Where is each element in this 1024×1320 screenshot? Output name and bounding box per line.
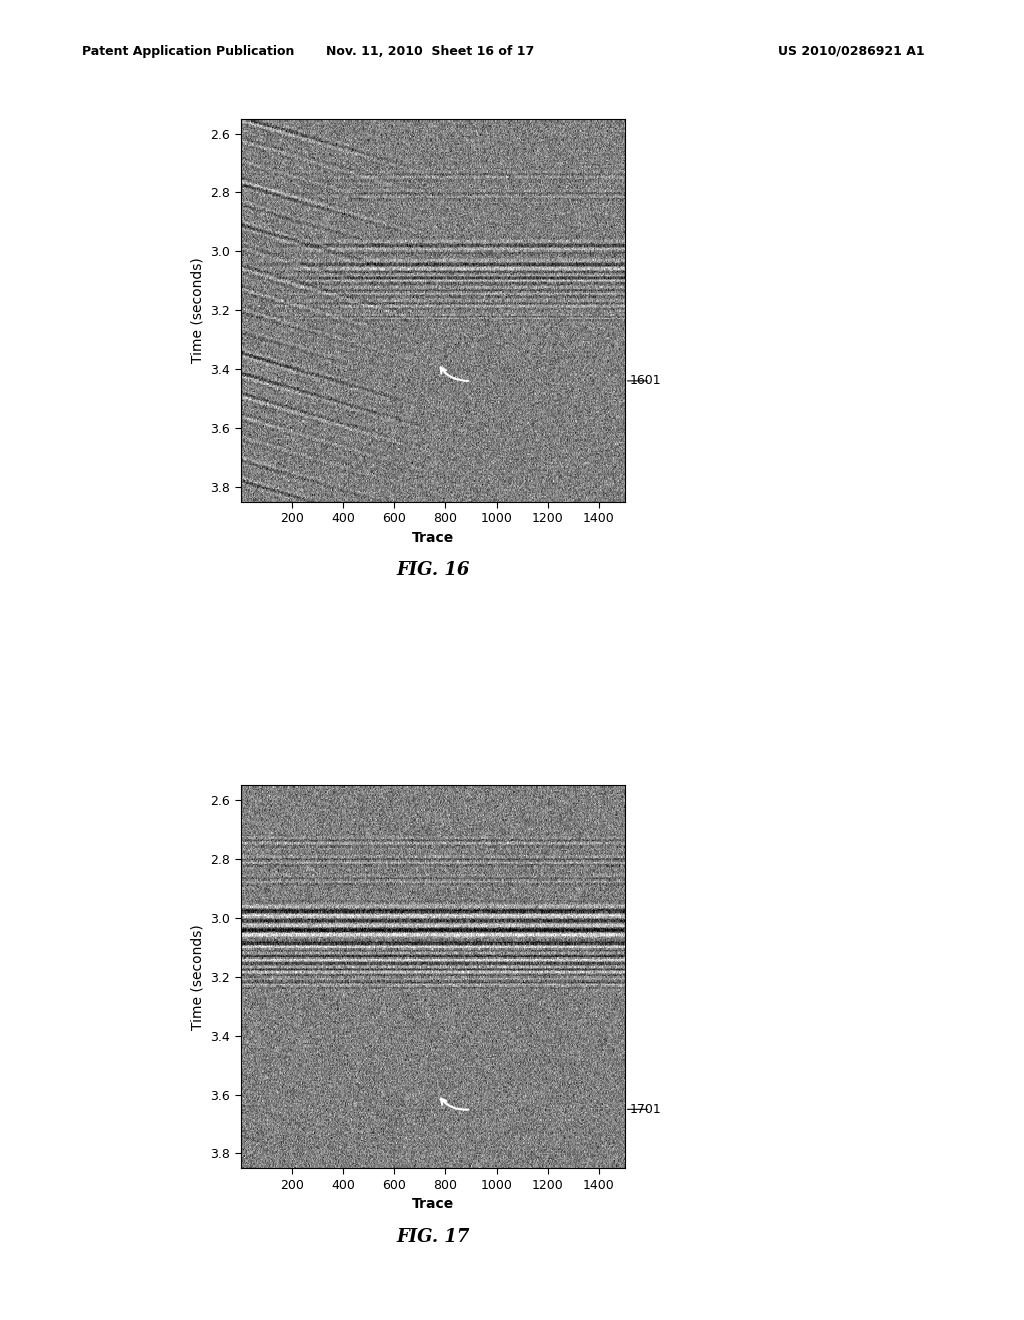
X-axis label: Trace: Trace <box>412 1197 454 1212</box>
Text: US 2010/0286921 A1: US 2010/0286921 A1 <box>778 45 925 58</box>
X-axis label: Trace: Trace <box>412 531 454 545</box>
Y-axis label: Time (seconds): Time (seconds) <box>190 924 205 1030</box>
Text: 1701: 1701 <box>630 1102 662 1115</box>
Text: FIG. 16: FIG. 16 <box>396 561 469 579</box>
Text: FIG. 17: FIG. 17 <box>396 1228 469 1246</box>
Text: Nov. 11, 2010  Sheet 16 of 17: Nov. 11, 2010 Sheet 16 of 17 <box>326 45 535 58</box>
Text: Patent Application Publication: Patent Application Publication <box>82 45 294 58</box>
Text: 1601: 1601 <box>630 375 662 387</box>
Y-axis label: Time (seconds): Time (seconds) <box>190 257 205 363</box>
